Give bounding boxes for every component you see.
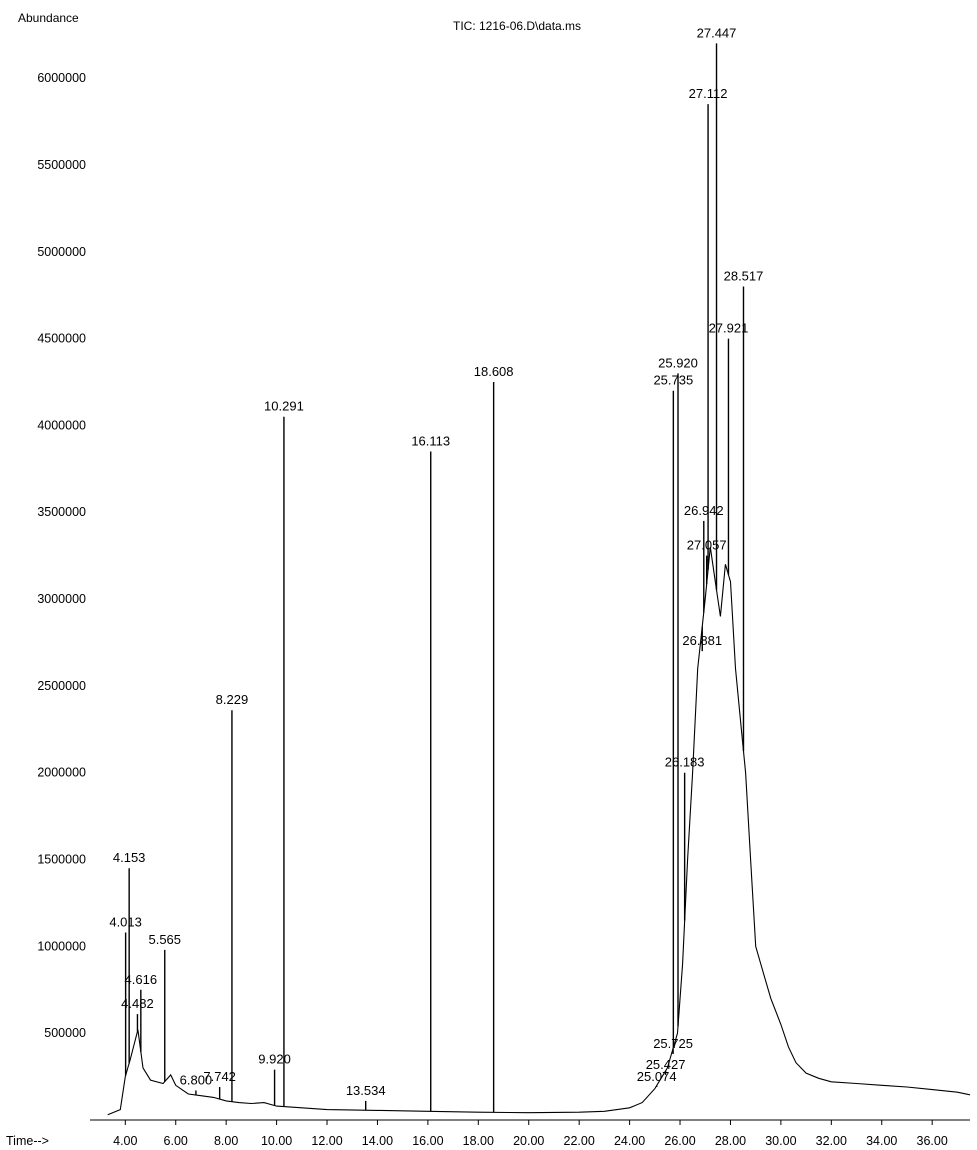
peak-label: 4.616 bbox=[125, 972, 158, 987]
x-axis-title: Time--> bbox=[6, 1134, 49, 1148]
x-tick-label: 36.00 bbox=[917, 1134, 948, 1148]
y-tick-label: 1500000 bbox=[37, 853, 86, 867]
x-tick-label: 32.00 bbox=[816, 1134, 847, 1148]
peak-label: 26.942 bbox=[684, 503, 724, 518]
y-tick-label: 5500000 bbox=[37, 158, 86, 172]
x-tick-label: 4.00 bbox=[113, 1134, 137, 1148]
peak-label: 4.013 bbox=[109, 914, 142, 929]
y-tick-label: 1000000 bbox=[37, 939, 86, 953]
chart-title: TIC: 1216-06.D\data.ms bbox=[453, 19, 581, 33]
y-axis: 500000 1000000 1500000 2000000 2500000 300000… bbox=[37, 71, 86, 1040]
x-tick-label: 20.00 bbox=[513, 1134, 544, 1148]
peak-label: 5.565 bbox=[148, 932, 181, 947]
x-axis: 4.00 6.00 8.00 10.00 12.00 14.00 16.00 18.00 20.… bbox=[90, 1119, 970, 1148]
peak-label: 4.482 bbox=[121, 996, 154, 1011]
peak-label: 9.920 bbox=[258, 1052, 291, 1067]
peak-label: 27.447 bbox=[697, 25, 737, 40]
x-tick-label: 16.00 bbox=[412, 1134, 443, 1148]
y-tick-label: 2500000 bbox=[37, 679, 86, 693]
tic-trace bbox=[107, 546, 971, 1116]
y-tick-label: 5000000 bbox=[37, 245, 86, 259]
y-tick-label: 2000000 bbox=[37, 766, 86, 780]
peak-label: 13.534 bbox=[346, 1083, 386, 1098]
x-tick-label: 26.00 bbox=[664, 1134, 695, 1148]
peak-label: 27.112 bbox=[689, 86, 728, 101]
peak-label: 18.608 bbox=[474, 364, 514, 379]
y-tick-label: 500000 bbox=[44, 1026, 86, 1040]
peak-label: 25.427 bbox=[646, 1057, 686, 1072]
x-tick-label: 12.00 bbox=[311, 1134, 342, 1148]
y-tick-label: 3500000 bbox=[37, 505, 86, 519]
peak-label: 27.057 bbox=[687, 538, 727, 553]
x-tick-label: 8.00 bbox=[214, 1134, 238, 1148]
x-tick-label: 30.00 bbox=[765, 1134, 796, 1148]
peak-label: 25.920 bbox=[658, 355, 698, 370]
peak-label: 10.291 bbox=[264, 399, 304, 414]
y-tick-label: 3000000 bbox=[37, 592, 86, 606]
peak-label: 25.735 bbox=[653, 373, 693, 388]
peak-label: 25.725 bbox=[653, 1036, 693, 1051]
peak-label: 16.113 bbox=[411, 433, 450, 448]
x-tick-label: 24.00 bbox=[614, 1134, 645, 1148]
x-tick-label: 18.00 bbox=[463, 1134, 494, 1148]
x-tick-label: 28.00 bbox=[715, 1134, 746, 1148]
peak-markers bbox=[124, 43, 745, 1113]
y-axis-title: Abundance bbox=[18, 11, 79, 25]
x-tick-label: 22.00 bbox=[564, 1134, 595, 1148]
x-tick-label: 6.00 bbox=[164, 1134, 188, 1148]
x-tick-label: 34.00 bbox=[866, 1134, 897, 1148]
y-tick-label: 4500000 bbox=[37, 332, 86, 346]
x-tick-label: 14.00 bbox=[362, 1134, 393, 1148]
peak-label: 27.921 bbox=[709, 321, 749, 336]
tic-baseline bbox=[107, 546, 971, 1116]
peak-label: 26.183 bbox=[665, 755, 705, 770]
peak-label: 25.074 bbox=[637, 1069, 677, 1084]
y-tick-label: 6000000 bbox=[37, 71, 86, 85]
peak-label: 8.229 bbox=[216, 692, 249, 707]
peak-label: 26.881 bbox=[682, 633, 722, 648]
y-tick-label: 4000000 bbox=[37, 418, 86, 432]
peak-label: 4.153 bbox=[113, 850, 146, 865]
x-tick-label: 10.00 bbox=[261, 1134, 292, 1148]
peak-label: 28.517 bbox=[724, 269, 764, 284]
peak-label: 7.742 bbox=[203, 1069, 236, 1084]
peak-label: 6.800 bbox=[180, 1072, 213, 1087]
